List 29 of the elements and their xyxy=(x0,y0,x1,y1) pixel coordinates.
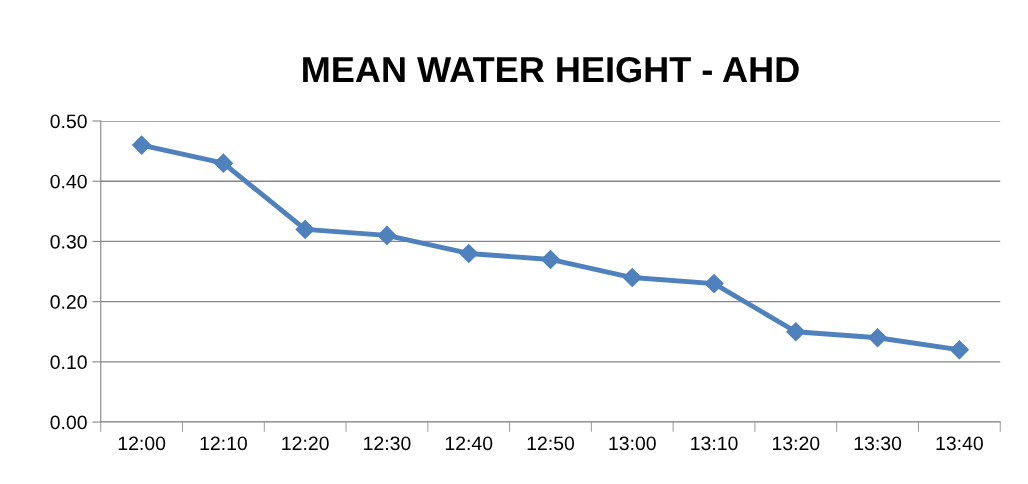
point xyxy=(949,340,969,360)
point xyxy=(622,268,642,288)
point xyxy=(786,322,806,342)
point xyxy=(213,153,233,173)
x-tick-label: 13:10 xyxy=(691,436,738,451)
chart-title: MEAN WATER HEIGHT - AHD xyxy=(303,56,799,83)
x-tick-label: 12:10 xyxy=(200,436,247,451)
x-tick-label: 12:00 xyxy=(118,436,166,451)
y-tick-label: 0.10 xyxy=(50,355,87,370)
x-tick-label: 13:40 xyxy=(936,436,983,451)
point xyxy=(377,225,397,245)
x-tick-label: 12:20 xyxy=(282,436,329,451)
point xyxy=(868,328,888,348)
x-tick-label: 13:20 xyxy=(772,436,820,451)
point xyxy=(704,274,724,294)
point xyxy=(295,219,315,239)
x-tick-label: 12:50 xyxy=(527,436,575,451)
x-tick-label: 12:40 xyxy=(445,436,493,451)
point xyxy=(132,135,152,155)
point xyxy=(459,243,479,263)
y-tick-label: 0.30 xyxy=(50,234,87,249)
x-tick-label: 13:30 xyxy=(854,436,902,451)
x-tick-label: 12:30 xyxy=(364,436,411,451)
point xyxy=(540,249,561,270)
y-tick-label: 0.50 xyxy=(50,114,87,129)
x-tick-label: 13:00 xyxy=(609,436,656,451)
y-tick-label: 0.20 xyxy=(50,295,87,309)
y-tick-label: 0.40 xyxy=(50,174,87,189)
y-tick-label: 0.00 xyxy=(50,415,87,430)
